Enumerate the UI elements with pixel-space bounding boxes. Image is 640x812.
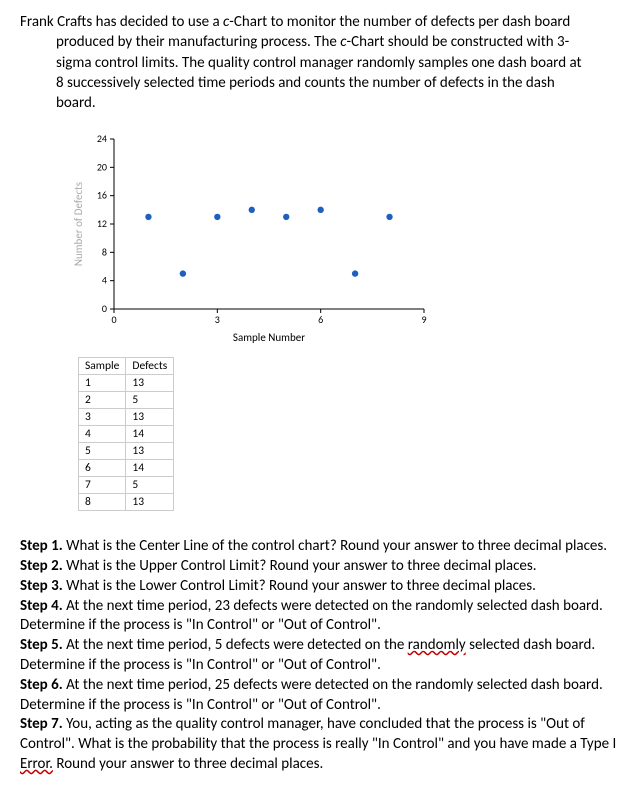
svg-text:9: 9 bbox=[421, 313, 426, 326]
table-cell: 13 bbox=[126, 409, 174, 426]
svg-text:4: 4 bbox=[102, 274, 107, 287]
svg-text:Sample Number: Sample Number bbox=[233, 331, 305, 344]
c-chart: 0 4 8 12 16 20 24 0 3 6 9 Number of Defects Sample N… bbox=[68, 131, 620, 351]
problem-line2c: -Chart should be constructed with 3- bbox=[346, 33, 569, 51]
problem-line4: 8 successively selected time periods and… bbox=[20, 73, 620, 93]
table-cell: 1 bbox=[79, 375, 126, 392]
table-cell: 5 bbox=[126, 392, 174, 409]
step-5: Step 5. At the next time period, 5 defec… bbox=[20, 636, 620, 676]
step-3-text: What is the Lower Control Limit? Round y… bbox=[63, 577, 536, 595]
step-2: Step 2. What is the Upper Control Limit?… bbox=[20, 557, 620, 577]
steps-block: Step 1. What is the Center Line of the c… bbox=[20, 537, 620, 775]
step-3-label: Step 3. bbox=[20, 577, 63, 595]
step-4: Step 4. At the next time period, 23 defe… bbox=[20, 597, 620, 637]
step-1-text: What is the Center Line of the control c… bbox=[63, 537, 607, 555]
step-7-before: You, acting as the quality control manag… bbox=[20, 715, 616, 753]
table-cell: 14 bbox=[126, 460, 174, 477]
svg-text:Number of Defects: Number of Defects bbox=[72, 182, 85, 266]
svg-text:6: 6 bbox=[318, 313, 323, 326]
problem-line3: sigma control limits. The quality contro… bbox=[20, 53, 620, 73]
table-header: Defects bbox=[126, 358, 174, 375]
table-cell: 3 bbox=[79, 409, 126, 426]
step-7-wavy: Error. bbox=[20, 755, 53, 773]
defects-table: SampleDefects 1132531341451361475813 bbox=[78, 357, 174, 511]
table-row: 113 bbox=[79, 375, 174, 392]
table-cell: 5 bbox=[79, 443, 126, 460]
table-row: 313 bbox=[79, 409, 174, 426]
step-6-label: Step 6. bbox=[20, 676, 63, 694]
step-4-label: Step 4. bbox=[20, 597, 63, 615]
table-cell: 6 bbox=[79, 460, 126, 477]
step-2-label: Step 2. bbox=[20, 557, 63, 575]
table-header: Sample bbox=[79, 358, 126, 375]
svg-text:16: 16 bbox=[97, 189, 107, 202]
table-row: 75 bbox=[79, 477, 174, 494]
svg-text:0: 0 bbox=[111, 313, 116, 326]
problem-line2a: produced by their manufacturing process.… bbox=[56, 33, 340, 51]
step-5-wavy: randomly bbox=[408, 636, 466, 654]
step-7-after: Round your answer to three decimal place… bbox=[53, 755, 323, 773]
step-5-before: At the next time period, 5 defects were … bbox=[63, 636, 408, 654]
svg-text:8: 8 bbox=[102, 246, 107, 259]
problem-line5: board. bbox=[20, 93, 620, 113]
table-cell: 2 bbox=[79, 392, 126, 409]
svg-text:12: 12 bbox=[97, 217, 107, 230]
table-cell: 13 bbox=[126, 494, 174, 511]
table-row: 25 bbox=[79, 392, 174, 409]
table-cell: 13 bbox=[126, 443, 174, 460]
step-3: Step 3. What is the Lower Control Limit?… bbox=[20, 577, 620, 597]
svg-text:24: 24 bbox=[97, 132, 107, 145]
step-1-label: Step 1. bbox=[20, 537, 63, 555]
table-cell: 8 bbox=[79, 494, 126, 511]
step-1: Step 1. What is the Center Line of the c… bbox=[20, 537, 620, 557]
problem-statement: Frank Crafts has decided to use a c-Char… bbox=[20, 12, 620, 113]
table-cell: 14 bbox=[126, 426, 174, 443]
step-5-label: Step 5. bbox=[20, 636, 63, 654]
step-7: Step 7. You, acting as the quality contr… bbox=[20, 715, 620, 774]
chart-svg: 0 4 8 12 16 20 24 0 3 6 9 Number of Defects Sample N… bbox=[68, 131, 448, 351]
table-cell: 7 bbox=[79, 477, 126, 494]
svg-text:0: 0 bbox=[102, 302, 107, 315]
step-6-text: At the next time period, 25 defects were… bbox=[20, 676, 603, 714]
step-6: Step 6. At the next time period, 25 defe… bbox=[20, 676, 620, 716]
step-4-text: At the next time period, 23 defects were… bbox=[20, 597, 603, 635]
table-cell: 5 bbox=[126, 477, 174, 494]
table-row: 614 bbox=[79, 460, 174, 477]
table-row: 414 bbox=[79, 426, 174, 443]
problem-line1a: Frank Crafts has decided to use a bbox=[20, 13, 223, 31]
table-row: 813 bbox=[79, 494, 174, 511]
problem-line1c: -Chart to monitor the number of defects … bbox=[229, 13, 570, 31]
step-2-text: What is the Upper Control Limit? Round y… bbox=[63, 557, 537, 575]
svg-text:3: 3 bbox=[215, 313, 220, 326]
svg-text:20: 20 bbox=[97, 161, 107, 174]
table-cell: 13 bbox=[126, 375, 174, 392]
table-row: 513 bbox=[79, 443, 174, 460]
table-cell: 4 bbox=[79, 426, 126, 443]
step-7-label: Step 7. bbox=[20, 715, 63, 733]
